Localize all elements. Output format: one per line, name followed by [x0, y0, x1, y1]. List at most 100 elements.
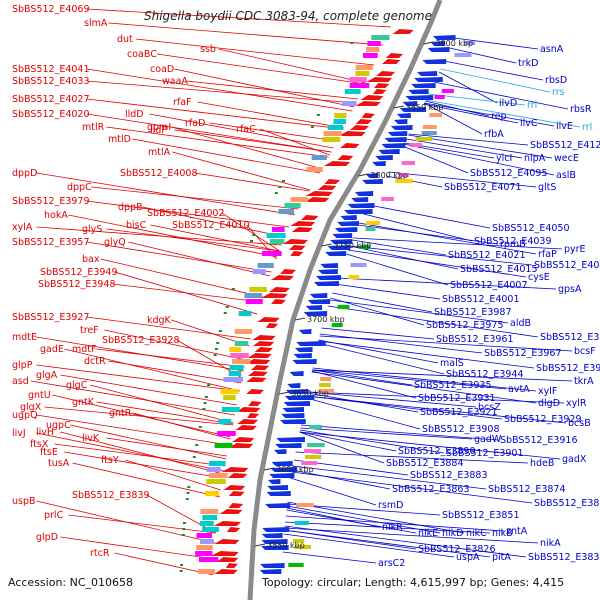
- left-leader-line: [36, 432, 224, 472]
- right-gene-label: ilvE: [556, 121, 573, 132]
- right-gene-label: arsC2: [378, 558, 405, 569]
- right-leader-line: [306, 397, 421, 430]
- left-leader-line: [104, 329, 247, 361]
- right-gene-label: rbsD: [545, 75, 567, 86]
- left-gene-label: SbBS512_E4008: [120, 168, 198, 179]
- right-leader-line: [299, 431, 385, 464]
- right-leader-line: [300, 424, 499, 441]
- reverse-gene-arrow: [266, 491, 291, 496]
- right-leader-line: [295, 451, 529, 464]
- reverse-gene-arrow: [287, 383, 301, 388]
- right-gene-label: nikD: [442, 528, 463, 539]
- right-gene-label: nikE: [418, 528, 438, 539]
- left-gene-label: treF: [80, 325, 99, 336]
- left-gene-label: gntR: [109, 408, 132, 419]
- right-leader-line: [283, 533, 455, 558]
- forward-gene-arrow: [232, 437, 255, 442]
- left-gene-label: dppC: [67, 182, 92, 193]
- reverse-gene-arrow: [332, 233, 353, 238]
- cog-category-box: [208, 473, 228, 478]
- reverse-gene-arrow: [396, 113, 411, 118]
- left-leader-line: [174, 129, 332, 153]
- left-leader-line: [30, 380, 236, 416]
- forward-gene-arrow: [247, 371, 268, 376]
- cog-category-box: [342, 101, 357, 106]
- tick-label: 3550 kbp: [267, 541, 305, 550]
- left-gene-label: SbBS512_E3839: [72, 490, 150, 501]
- left-leader-line: [171, 126, 323, 170]
- cog-category-box: [331, 323, 343, 327]
- forward-gene-arrow: [219, 509, 243, 514]
- marker-dot: [274, 192, 278, 194]
- left-gene-label: uspB: [12, 496, 36, 507]
- right-leader-line: [284, 525, 527, 558]
- cog-category-box: [232, 359, 251, 364]
- left-leader-line: [86, 241, 272, 273]
- left-leader-line: [172, 151, 311, 191]
- left-gene-label: ssb: [200, 44, 216, 55]
- forward-gene-arrow: [252, 341, 275, 346]
- right-gene-label: ilvD: [499, 98, 517, 109]
- right-leader-line: [403, 143, 555, 176]
- left-gene-label: SbBS512_E4033: [12, 76, 90, 87]
- right-gene-label: rsmD: [378, 500, 403, 511]
- right-leader-line: [349, 245, 459, 270]
- right-gene-label: SbBS512_E4015: [460, 264, 538, 275]
- forward-gene-arrow: [248, 401, 262, 406]
- right-leader-line: [312, 367, 537, 392]
- left-gene-label: ugpC: [46, 420, 71, 431]
- right-gene-label: SbBS512_E3877: [534, 498, 600, 509]
- right-leader-line: [287, 501, 465, 534]
- right-gene-label: SbBS512_E4095: [470, 168, 548, 179]
- marker-dot: [179, 570, 183, 572]
- right-gene-label: SbBS512_E3987: [434, 307, 512, 318]
- forward-gene-arrow: [271, 299, 286, 304]
- reverse-gene-arrow: [289, 371, 304, 376]
- right-leader-line: [358, 222, 537, 255]
- left-gene-label: SbBS512_E3957: [12, 237, 90, 248]
- right-gene-label: nikR: [382, 522, 403, 533]
- left-gene-label: SbBS512_E4069: [12, 4, 90, 15]
- reverse-gene-arrow: [390, 125, 413, 130]
- reverse-gene-arrow: [330, 239, 353, 244]
- forward-gene-arrow: [237, 419, 258, 424]
- right-leader-line: [299, 429, 445, 454]
- cog-category-box: [218, 419, 232, 424]
- right-gene-label: SbBS512_E3863: [392, 484, 470, 495]
- right-leader-line: [349, 245, 533, 266]
- right-gene-label: xylR: [566, 398, 587, 409]
- right-leader-line: [347, 249, 527, 278]
- right-gene-label: SbBS512_E3967: [484, 348, 562, 359]
- cog-category-box: [454, 53, 472, 57]
- cog-category-box: [365, 227, 376, 231]
- marker-dot: [202, 408, 206, 410]
- left-gene-label: lldP: [150, 125, 167, 136]
- cog-category-box: [234, 341, 249, 346]
- right-gene-label: SbBS512_E4021: [448, 250, 526, 261]
- left-gene-label: glyQ: [104, 237, 126, 248]
- reverse-gene-arrow: [427, 47, 450, 52]
- cog-category-box: [294, 521, 310, 525]
- left-gene-label: mtlD: [108, 134, 131, 145]
- reverse-gene-arrow: [344, 209, 373, 214]
- left-leader-line: [194, 172, 310, 192]
- genome-backbone: [247, 0, 443, 600]
- reverse-gene-arrow: [294, 347, 313, 352]
- left-leader-line: [86, 68, 353, 112]
- cog-category-box: [366, 221, 381, 225]
- cog-category-box: [294, 545, 311, 549]
- right-leader-line: [307, 391, 565, 404]
- forward-gene-arrow: [216, 557, 239, 562]
- reverse-gene-arrow: [293, 353, 312, 358]
- right-gene-label: asnA: [540, 44, 564, 55]
- reverse-gene-arrow: [405, 95, 434, 100]
- left-gene-label: SbBS512_E3949: [40, 267, 118, 278]
- left-gene-label: glpD: [36, 532, 58, 543]
- right-gene-label: rbsR: [570, 104, 592, 115]
- reverse-gene-arrow: [292, 359, 317, 364]
- tick-label: 3800 kbp: [370, 171, 408, 180]
- right-gene-label: SbBS512_E4039: [474, 236, 552, 247]
- forward-gene-arrow: [235, 425, 257, 430]
- reverse-gene-arrow: [402, 101, 418, 106]
